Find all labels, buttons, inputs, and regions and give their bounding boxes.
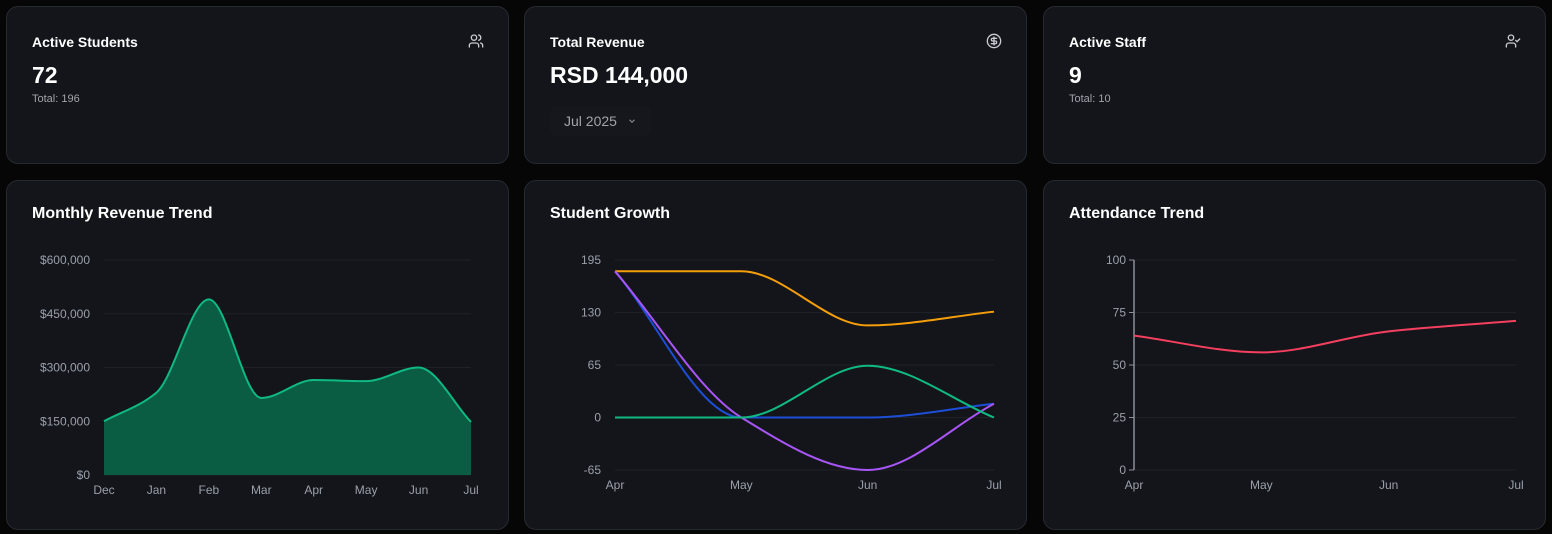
student-growth-chart-card: Student Growth -65 0 65 130 195 Apr May Jun Jul [524,180,1027,530]
x-tick-label: Jul [986,478,1001,492]
dollar-circle-icon [986,33,1002,49]
x-tick-label: Jun [858,478,877,492]
y-tick-label: $0 [77,468,91,482]
y-tick-label: 65 [588,358,602,372]
y-tick-label: $300,000 [40,361,90,375]
x-tick-label: Jul [463,483,478,497]
x-tick-label: May [355,483,378,497]
period-select[interactable]: Jul 2025 [550,106,651,136]
stat-subtext: Total: 10 [1069,93,1111,105]
y-tick-label: 25 [1113,411,1127,425]
total-revenue-card: Total Revenue RSD 144,000 Jul 2025 [524,6,1027,164]
period-select-value: Jul 2025 [564,113,617,129]
attendance-trend-chart-card: Attendance Trend 0 25 50 75 100 Apr May Jun Jul [1043,180,1546,530]
chart-title: Attendance Trend [1069,205,1205,222]
series-line [1133,319,1517,354]
x-tick-label: Jan [147,483,166,497]
y-tick-label: 130 [581,306,601,320]
x-tick-label: May [1250,478,1273,492]
series-line [614,270,995,419]
user-check-icon [1505,34,1521,48]
series-line [615,364,995,419]
x-tick-label: May [730,478,753,492]
monthly-revenue-chart: $0 $150,000 $300,000 $450,000 $600,000 Dec Jan… [40,253,479,497]
y-tick-label: 100 [1106,253,1126,267]
x-tick-label: Jul [1508,478,1523,492]
y-tick-label: 195 [581,253,601,267]
active-students-card: Active Students 72 Total: 196 [6,6,509,164]
chart-title: Student Growth [550,205,670,222]
area-fill [104,299,471,475]
card-title: Active Staff [1069,34,1147,50]
y-tick-label: $150,000 [40,414,90,428]
y-tick-label: $600,000 [40,253,90,267]
y-tick-label: 0 [1119,463,1126,477]
x-tick-label: Feb [199,483,220,497]
y-tick-label: -65 [584,463,602,477]
x-tick-label: Jun [409,483,428,497]
x-tick-label: Apr [606,478,625,492]
stat-value: 72 [32,62,58,88]
y-tick-label: 50 [1113,358,1127,372]
stat-subtext: Total: 196 [32,93,80,105]
chevron-down-icon [629,119,635,123]
x-tick-label: Jun [1379,478,1398,492]
student-growth-chart: -65 0 65 130 195 Apr May Jun Jul [581,253,1002,492]
y-tick-label: 75 [1113,306,1127,320]
series-line [614,270,995,472]
active-staff-card: Active Staff 9 Total: 10 [1043,6,1546,164]
chart-title: Monthly Revenue Trend [32,205,213,222]
y-tick-label: $450,000 [40,307,90,321]
x-tick-label: Dec [93,483,114,497]
series-line [103,298,472,423]
x-tick-label: Apr [1125,478,1144,492]
stat-value: RSD 144,000 [550,62,689,88]
card-title: Active Students [32,34,138,50]
series-line [615,270,995,327]
x-tick-label: Apr [304,483,323,497]
monthly-revenue-chart-card: Monthly Revenue Trend $0 $150,000 $300,000… [6,180,509,530]
attendance-trend-chart: 0 25 50 75 100 Apr May Jun Jul [1106,253,1524,492]
y-tick-label: 0 [594,411,601,425]
x-tick-label: Mar [251,483,272,497]
stat-value: 9 [1069,62,1082,88]
card-title: Total Revenue [550,34,645,50]
users-icon [468,34,484,48]
